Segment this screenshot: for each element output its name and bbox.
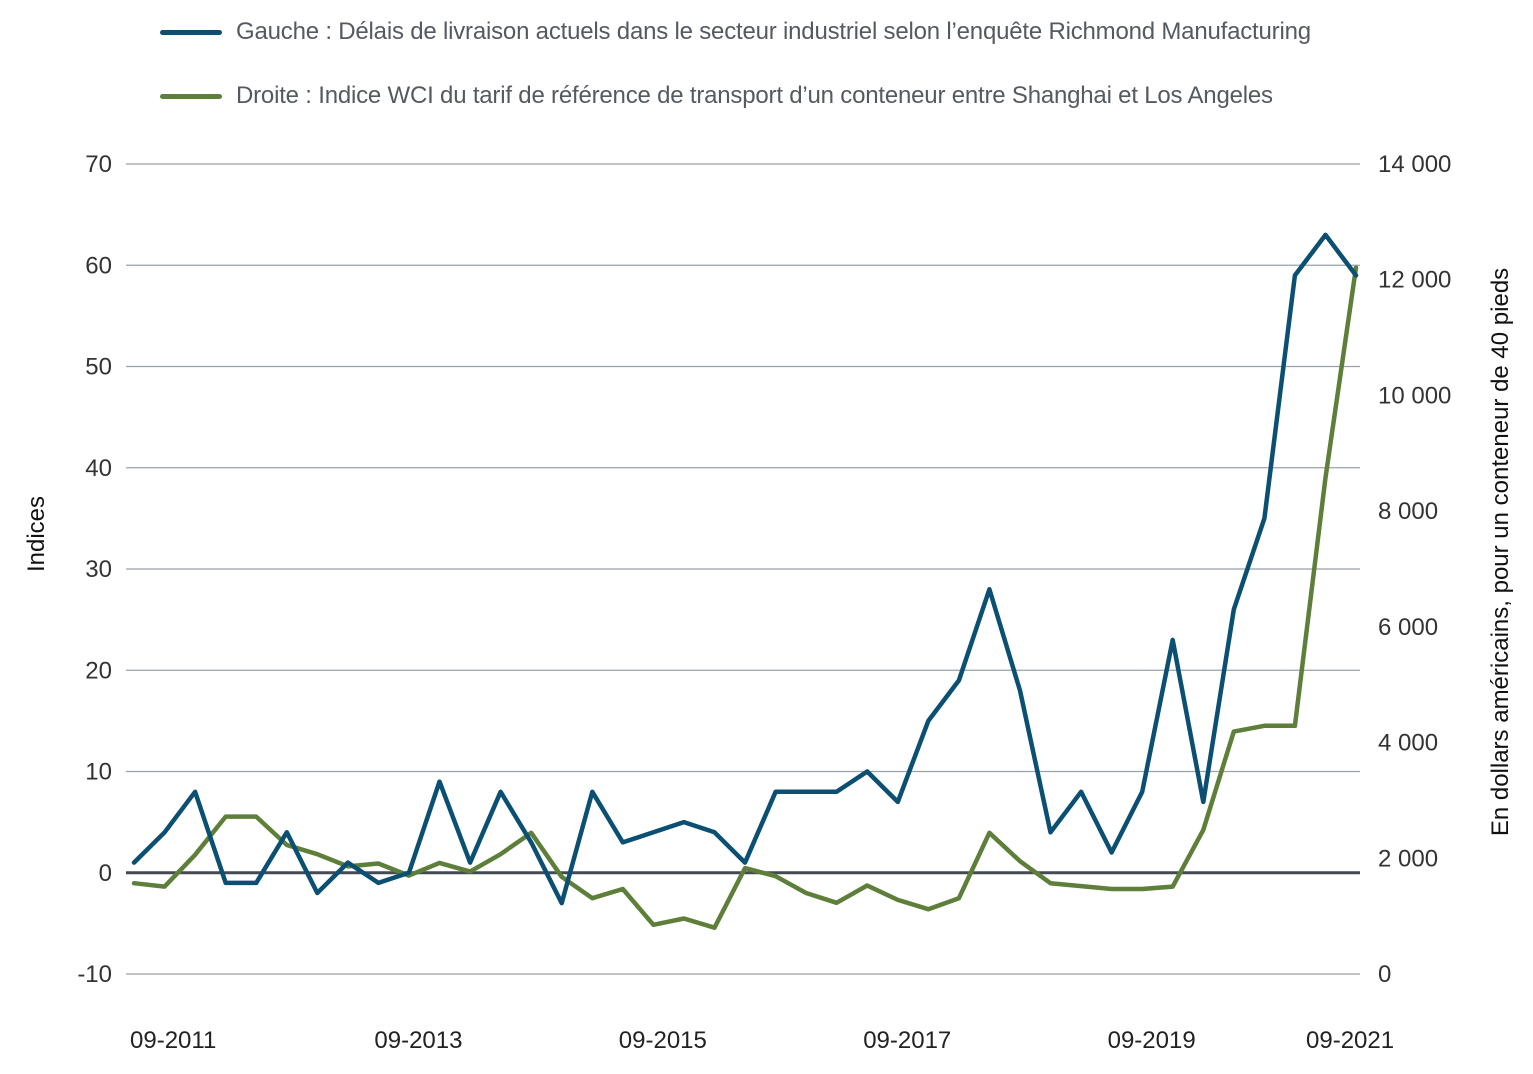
right-tick-label: 14 000 xyxy=(1378,151,1451,178)
left-axis-ticks: 70 60 50 40 30 20 10 0 -10 xyxy=(77,151,112,988)
legend-label-left: Gauche : Délais de livraison actuels dan… xyxy=(236,18,1311,45)
right-tick-label: 12 000 xyxy=(1378,267,1451,294)
x-tick-label: 09-2011 xyxy=(130,1027,216,1054)
wci-freight-line xyxy=(131,265,1359,930)
right-tick-label: 8 000 xyxy=(1378,498,1438,525)
legend: Gauche : Délais de livraison actuels dan… xyxy=(160,14,1311,142)
left-tick-label: -10 xyxy=(77,961,112,988)
left-tick-label: 10 xyxy=(85,759,112,786)
left-tick-label: 30 xyxy=(85,556,112,583)
left-tick-label: 20 xyxy=(85,657,112,684)
legend-swatch-left xyxy=(160,29,222,35)
gridlines xyxy=(126,163,1360,975)
right-tick-label: 2 000 xyxy=(1378,845,1438,872)
legend-label-right: Droite : Indice WCI du tarif de référenc… xyxy=(236,82,1273,109)
right-tick-label: 6 000 xyxy=(1378,614,1438,641)
legend-item-left-series: Gauche : Délais de livraison actuels dan… xyxy=(160,14,1311,50)
x-axis-ticks: 09-2011 09-2013 09-2015 09-2017 09-2019 09-20… xyxy=(130,1027,1394,1054)
right-tick-label: 10 000 xyxy=(1378,382,1451,409)
x-tick-label: 09-2013 xyxy=(374,1027,462,1054)
x-tick-label: 09-2019 xyxy=(1108,1027,1196,1054)
series-lines xyxy=(131,232,1359,930)
legend-swatch-right xyxy=(160,93,222,99)
legend-item-right-series: Droite : Indice WCI du tarif de référenc… xyxy=(160,78,1311,114)
right-tick-label: 4 000 xyxy=(1378,730,1438,757)
left-tick-label: 40 xyxy=(85,455,112,482)
x-tick-label: 09-2017 xyxy=(863,1027,951,1054)
left-tick-label: 60 xyxy=(85,252,112,279)
left-tick-label: 70 xyxy=(85,151,112,178)
left-tick-label: 0 xyxy=(99,860,112,887)
delivery-times-line xyxy=(131,232,1359,906)
left-axis-title: Indices xyxy=(23,496,50,572)
x-tick-label: 09-2021 xyxy=(1306,1027,1394,1054)
x-tick-label: 09-2015 xyxy=(619,1027,707,1054)
right-tick-label: 0 xyxy=(1378,961,1391,988)
left-tick-label: 50 xyxy=(85,354,112,381)
right-axis-ticks: 14 000 12 000 10 000 8 000 6 000 4 000 2 000 0 xyxy=(1378,151,1451,988)
right-axis-title: En dollars américains, pour un conteneur… xyxy=(1487,268,1514,836)
